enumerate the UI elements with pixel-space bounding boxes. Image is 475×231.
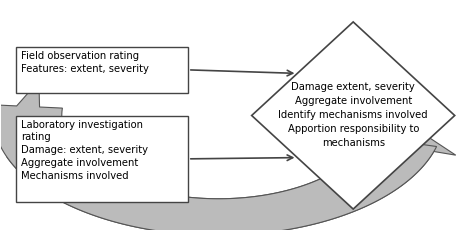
Polygon shape xyxy=(7,124,456,231)
FancyBboxPatch shape xyxy=(16,47,188,93)
FancyBboxPatch shape xyxy=(16,116,188,202)
Text: Laboratory investigation
rating
Damage: extent, severity
Aggregate involvement
M: Laboratory investigation rating Damage: … xyxy=(21,120,148,181)
Text: Field observation rating
Features: extent, severity: Field observation rating Features: exten… xyxy=(21,51,149,74)
Polygon shape xyxy=(0,81,437,231)
Polygon shape xyxy=(252,22,455,209)
Text: Damage extent, severity
Aggregate involvement
Identify mechanisms involved
Appor: Damage extent, severity Aggregate involv… xyxy=(278,82,428,149)
